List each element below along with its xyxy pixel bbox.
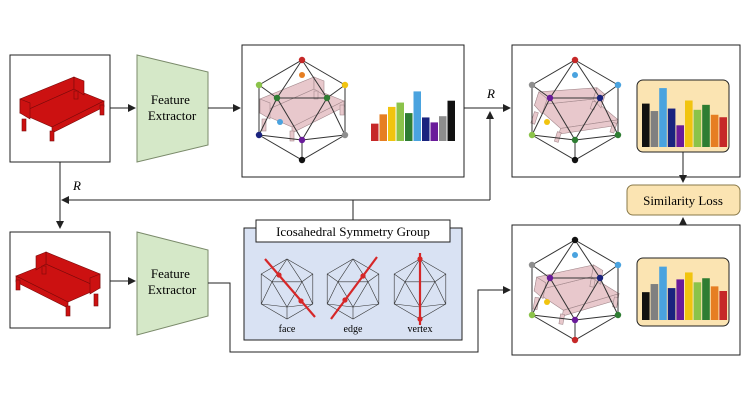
symmetry-edge-diagram <box>326 256 380 320</box>
histogram-top-right-bar-10 <box>719 117 727 147</box>
histogram-bottom-right-bar-4 <box>667 288 676 320</box>
histogram-bottom-right-bar-3 <box>659 266 667 320</box>
feature-extractor-bottom-label: Feature Extractor <box>148 266 197 297</box>
rotation-label-left: R <box>72 178 81 193</box>
histogram-top-middle <box>371 91 455 141</box>
histogram-bottom-right-bar-1 <box>642 292 650 320</box>
histogram-top-right-bar-6 <box>685 100 693 147</box>
histogram-top-right-bar-8 <box>702 104 710 147</box>
histogram-bottom-right-bar-6 <box>685 272 693 320</box>
symmetry-vertex-diagram <box>393 253 447 325</box>
feature-extractor-top-line1: Feature <box>151 92 190 107</box>
symmetry-face-label: face <box>279 324 296 335</box>
icosahedron-top-middle <box>255 56 349 164</box>
histogram-top-right-bar-7 <box>693 109 702 147</box>
similarity-loss-label: Similarity Loss <box>643 193 723 208</box>
histogram-top-right-bar-9 <box>710 114 719 147</box>
arrow-extractor-to-features-bottom <box>208 282 511 353</box>
feature-extractor-bottom <box>136 231 209 336</box>
histogram-top-middle-bar-3 <box>388 106 396 141</box>
histogram-top-right <box>642 88 727 147</box>
symmetry-group-title-box <box>255 219 451 243</box>
histogram-bottom-right-bar-10 <box>719 291 727 320</box>
feature-extractor-top-line2: Extractor <box>148 108 197 123</box>
histogram-top-middle-bar-4 <box>396 102 404 141</box>
feature-extractor-bottom-line2: Extractor <box>148 282 197 297</box>
histogram-bottom-right-bar-8 <box>702 278 710 320</box>
feature-extractor-top <box>136 54 209 163</box>
feature-extractor-top-label: Feature Extractor <box>148 92 197 123</box>
symmetry-vertex-label: vertex <box>408 324 433 335</box>
histogram-top-middle-bar-7 <box>422 117 430 141</box>
symmetry-face-diagram <box>260 258 316 320</box>
histogram-top-middle-bar-9 <box>439 116 447 141</box>
histogram-top-right-bar-4 <box>667 108 676 147</box>
histogram-bottom-right-bar-7 <box>693 282 702 320</box>
histogram-bottom-right-bar-2 <box>650 284 659 320</box>
histogram-top-middle-bar-2 <box>379 114 387 141</box>
histogram-top-middle-bar-1 <box>371 123 379 141</box>
histogram-bottom-right-bar-9 <box>710 286 719 320</box>
icosahedron-bottom-right <box>528 236 622 344</box>
symmetry-edge-label: edge <box>344 324 363 335</box>
histogram-top-middle-bar-10 <box>447 100 455 141</box>
symmetry-group-panel <box>243 227 463 341</box>
similarity-loss-box <box>626 184 741 216</box>
histogram-top-right-bar-1 <box>642 103 650 147</box>
histogram-bottom-right-bar-5 <box>676 279 684 320</box>
histogram-top-middle-bar-6 <box>413 91 421 141</box>
histogram-top-middle-bar-8 <box>430 122 438 141</box>
histogram-bottom-right <box>642 266 727 320</box>
icosahedron-top-right <box>528 56 622 164</box>
histogram-top-middle-bar-5 <box>405 113 413 141</box>
feature-extractor-bottom-line1: Feature <box>151 266 190 281</box>
symmetry-group-title: Icosahedral Symmetry Group <box>276 224 430 239</box>
rotation-label-top: R <box>486 86 495 101</box>
histogram-top-right-bar-3 <box>659 88 667 147</box>
histogram-top-right-bar-2 <box>650 111 659 147</box>
histogram-top-right-bar-5 <box>676 125 684 147</box>
